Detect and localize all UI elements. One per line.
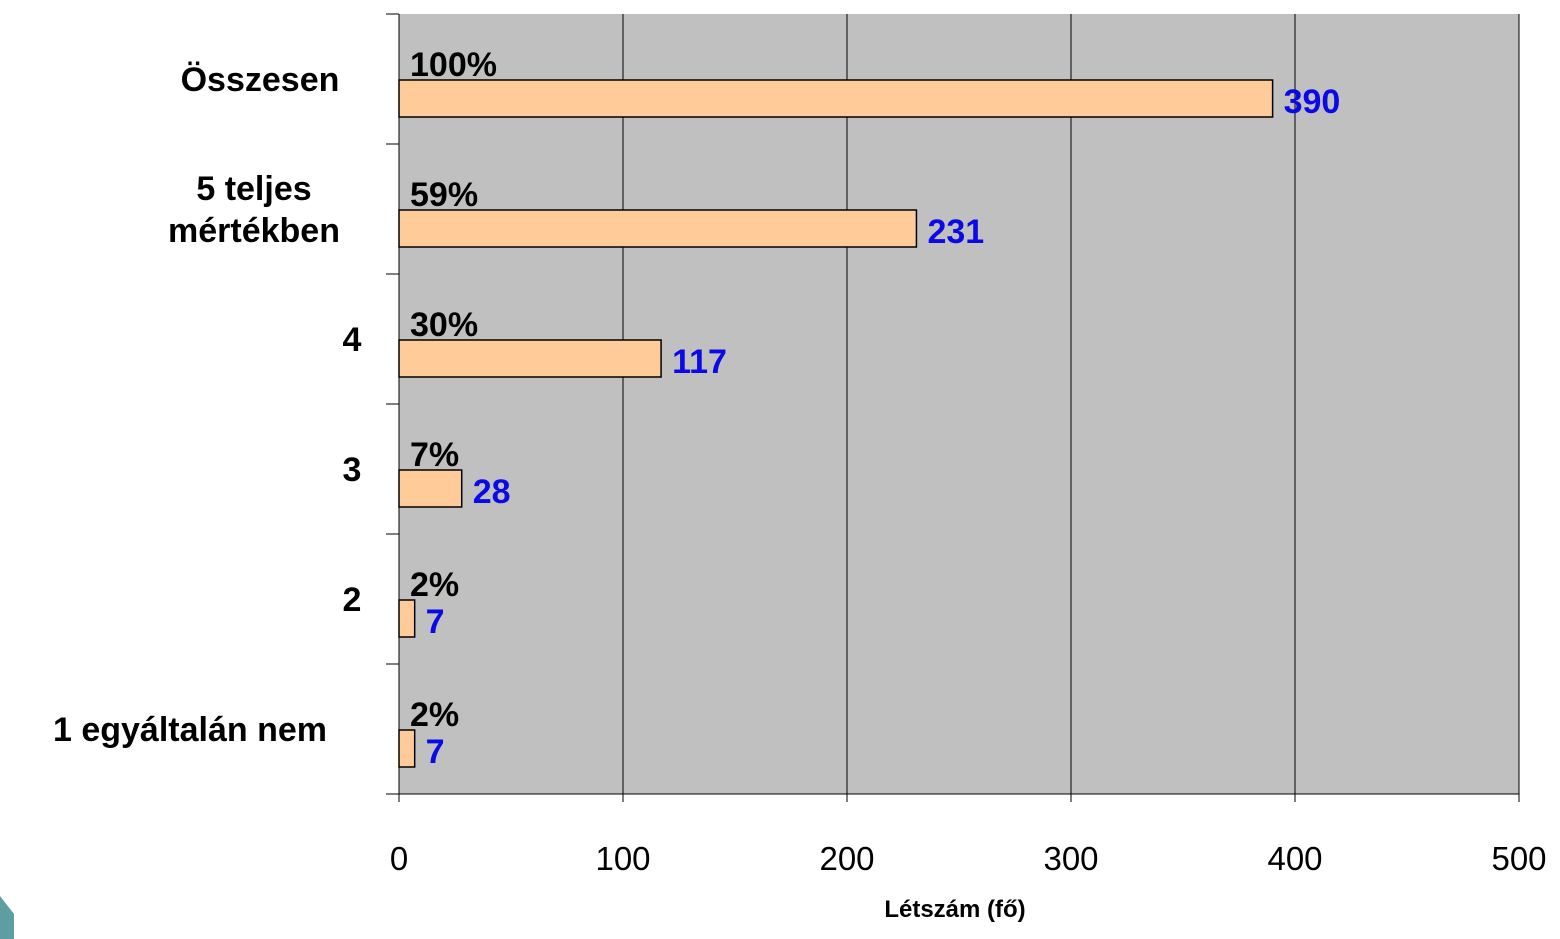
category-label: 3	[343, 451, 362, 489]
x-tick-label: 500	[1491, 840, 1546, 877]
x-tick-label: 100	[595, 840, 650, 877]
category-label-line: mértékben	[168, 212, 340, 250]
x-axis-label: Létszám (fő)	[884, 896, 1025, 923]
value-label: 117	[672, 343, 727, 381]
labels: 2%71 egyáltalán nem2%727%28330%117459%23…	[53, 46, 1340, 771]
percent-label: 2%	[410, 566, 459, 604]
percent-label: 30%	[410, 306, 478, 344]
value-label: 28	[473, 473, 511, 511]
x-tick-label: 0	[390, 840, 408, 877]
category-label-line: 2	[343, 581, 362, 619]
bar	[398, 599, 416, 638]
value-label: 7	[426, 733, 445, 771]
corner-decoration	[0, 896, 14, 939]
category-label: Összesen	[181, 61, 340, 99]
category-label: 4	[343, 321, 362, 359]
category-label-line: 3	[343, 451, 362, 489]
axes: 0 100 200 300 400 500	[386, 13, 1547, 877]
x-tick-label: 300	[1043, 840, 1098, 877]
plot-area	[399, 14, 1519, 794]
category-label-line: Összesen	[181, 61, 340, 99]
value-label: 231	[927, 213, 984, 251]
bar	[398, 209, 918, 248]
bar	[398, 469, 463, 508]
category-label-line: 1 egyáltalán nem	[53, 711, 327, 749]
bar	[398, 729, 416, 768]
plot-background	[399, 14, 1519, 794]
category-label: 5 teljes mértékben	[168, 170, 340, 250]
percent-label: 59%	[410, 176, 478, 214]
percent-label: 7%	[410, 436, 459, 474]
x-tick-label: 400	[1267, 840, 1322, 877]
bar	[398, 79, 1274, 118]
value-label: 390	[1284, 83, 1341, 121]
category-label-line: 4	[343, 321, 362, 359]
value-label: 7	[426, 603, 445, 641]
x-tick-label: 200	[819, 840, 874, 877]
category-label: 2	[343, 581, 362, 619]
bar	[398, 339, 662, 378]
gridlines	[622, 14, 1520, 794]
corner-shape	[0, 896, 14, 939]
category-label-line: 5 teljes	[196, 170, 311, 208]
percent-label: 2%	[410, 696, 459, 734]
category-label: 1 egyáltalán nem	[53, 711, 327, 749]
percent-label: 100%	[410, 46, 497, 84]
